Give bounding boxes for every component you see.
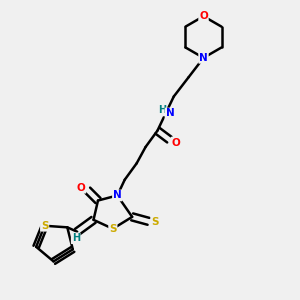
Text: S: S [41,221,48,231]
Text: O: O [199,11,208,21]
Text: S: S [109,224,117,234]
Text: H: H [72,233,80,243]
Text: N: N [199,53,208,63]
Text: N: N [113,190,122,200]
Text: N: N [166,108,174,118]
Text: S: S [151,217,159,227]
Text: O: O [77,183,85,193]
Text: O: O [172,138,180,148]
Text: H: H [158,106,166,116]
